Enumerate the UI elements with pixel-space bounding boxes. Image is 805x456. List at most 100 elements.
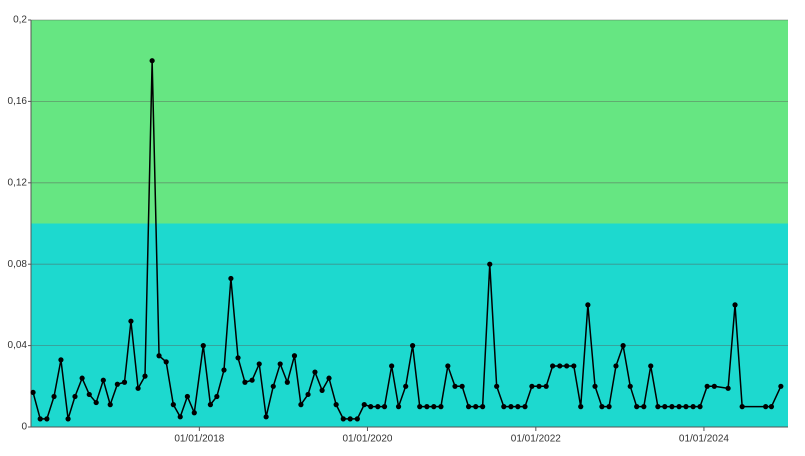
data-point xyxy=(72,393,78,400)
data-point xyxy=(641,404,647,410)
data-point xyxy=(284,379,290,385)
data-point xyxy=(627,383,633,389)
data-point xyxy=(58,357,64,363)
data-point xyxy=(156,353,162,359)
x-tick-label: 01/01/2024 xyxy=(679,434,729,445)
data-point xyxy=(424,404,430,410)
data-point xyxy=(65,416,71,422)
data-point xyxy=(163,359,169,365)
data-point xyxy=(256,361,262,367)
data-point xyxy=(778,383,784,389)
band xyxy=(31,20,788,224)
band xyxy=(31,223,788,427)
data-point xyxy=(543,383,549,389)
y-tick-label: 0,04 xyxy=(8,340,28,351)
data-point xyxy=(704,383,710,389)
data-point xyxy=(585,302,591,308)
data-point xyxy=(305,391,311,398)
data-point xyxy=(452,383,458,389)
data-point xyxy=(121,379,128,385)
data-point xyxy=(177,414,183,420)
data-point xyxy=(149,58,155,64)
y-tick-label: 0,12 xyxy=(8,177,28,188)
data-point xyxy=(592,383,598,389)
data-point xyxy=(361,402,367,408)
data-point xyxy=(79,375,85,381)
data-point xyxy=(263,414,269,420)
data-point xyxy=(389,363,395,369)
data-point xyxy=(270,383,276,389)
data-point xyxy=(655,404,661,410)
data-point xyxy=(100,377,106,383)
data-point xyxy=(347,416,353,422)
data-point xyxy=(557,363,563,369)
data-point xyxy=(37,416,43,422)
data-point xyxy=(184,393,190,400)
data-point xyxy=(599,404,605,410)
data-point xyxy=(135,385,141,391)
data-point xyxy=(459,383,465,389)
data-point xyxy=(381,404,388,410)
data-point xyxy=(170,402,176,408)
data-point xyxy=(368,404,374,410)
data-point xyxy=(44,416,50,422)
data-point xyxy=(249,377,255,383)
x-tick-label: 01/01/2022 xyxy=(511,434,561,445)
data-point xyxy=(291,353,298,359)
data-point xyxy=(648,363,654,369)
data-point xyxy=(613,363,619,369)
data-point xyxy=(725,385,731,391)
y-tick-label: 0,08 xyxy=(8,259,28,270)
data-point xyxy=(578,404,584,410)
data-point xyxy=(676,404,682,410)
data-point xyxy=(207,402,214,408)
data-point xyxy=(697,404,703,410)
data-point xyxy=(522,404,528,410)
data-point xyxy=(550,363,556,369)
data-point xyxy=(107,402,113,408)
data-point xyxy=(354,416,360,422)
data-point xyxy=(395,404,402,410)
data-point xyxy=(312,369,318,375)
data-point xyxy=(669,404,675,410)
data-point xyxy=(606,404,612,410)
data-point xyxy=(417,404,423,410)
data-point xyxy=(228,275,234,282)
data-point xyxy=(620,343,626,349)
data-point xyxy=(128,318,134,324)
data-point xyxy=(494,383,500,389)
data-point xyxy=(438,404,444,410)
data-point xyxy=(326,375,332,381)
data-point xyxy=(51,393,57,400)
data-point xyxy=(571,363,577,369)
data-point xyxy=(214,393,220,400)
data-point xyxy=(501,404,507,410)
data-point xyxy=(662,404,668,410)
data-point xyxy=(732,302,738,308)
y-tick-label: 0,16 xyxy=(8,96,28,107)
data-point xyxy=(711,383,717,389)
data-point xyxy=(480,404,486,410)
data-point xyxy=(564,363,570,369)
data-point xyxy=(375,404,381,410)
data-point xyxy=(298,402,304,408)
data-point xyxy=(142,373,148,379)
data-point xyxy=(403,383,409,389)
data-point xyxy=(235,355,241,361)
series-line xyxy=(32,59,782,420)
data-point xyxy=(200,343,206,349)
data-point xyxy=(690,404,696,410)
data-point xyxy=(473,404,479,410)
data-point xyxy=(333,402,339,408)
data-point xyxy=(763,404,769,410)
data-point xyxy=(634,404,640,410)
data-point xyxy=(221,367,227,373)
y-tick-label: 0 xyxy=(21,422,27,433)
data-point xyxy=(114,381,120,387)
data-point xyxy=(410,343,416,349)
data-point xyxy=(683,404,689,410)
data-point xyxy=(465,404,472,410)
x-tick-label: 01/01/2018 xyxy=(174,434,224,445)
data-point xyxy=(768,404,775,410)
